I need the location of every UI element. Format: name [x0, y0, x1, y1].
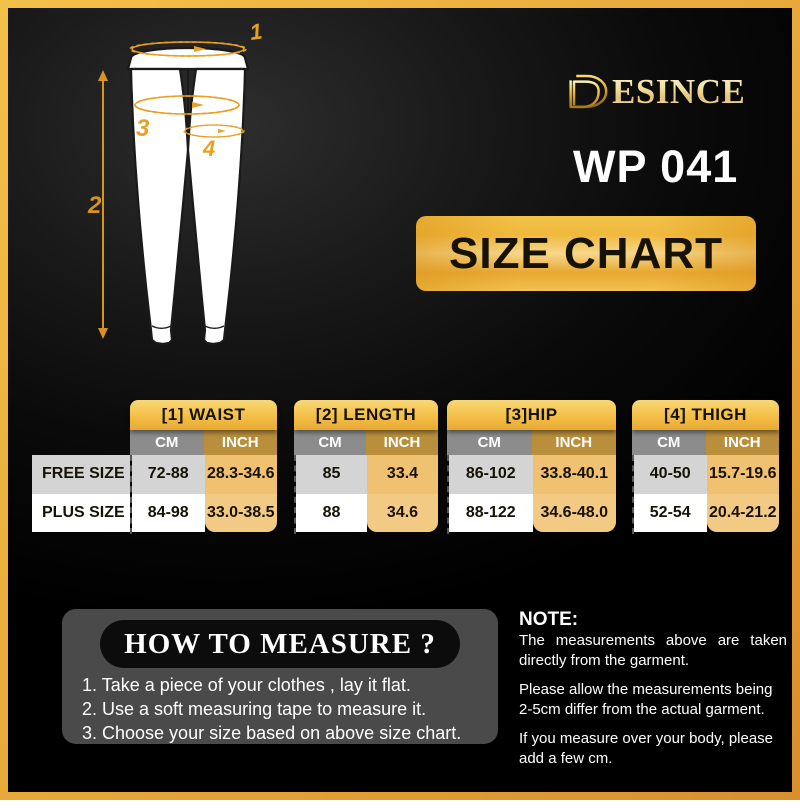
svg-text:2: 2: [87, 192, 102, 219]
svg-text:1: 1: [248, 18, 264, 44]
svg-text:4: 4: [202, 136, 215, 161]
svg-text:3: 3: [136, 115, 150, 142]
